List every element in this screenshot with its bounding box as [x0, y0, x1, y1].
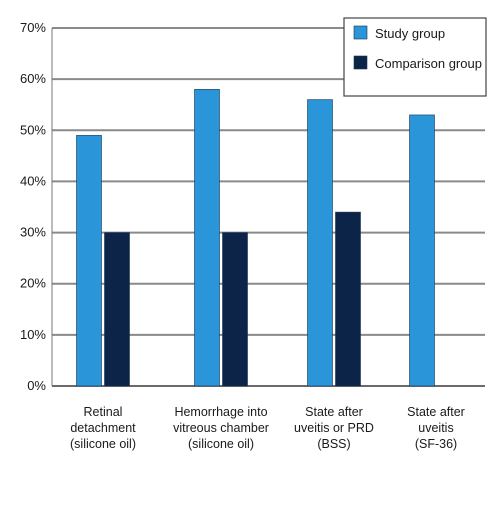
- x-category-label: State after uveitis (SF-36): [407, 405, 465, 451]
- bar-study: [194, 89, 220, 387]
- legend-label: Comparison group: [375, 56, 482, 71]
- x-category-label: Hemorrhage into vitreous chamber (silicone…: [173, 405, 269, 451]
- y-tick-label: 60%: [20, 71, 46, 86]
- x-category-label-line: (SF-36): [415, 437, 457, 451]
- x-category-label-line: (BSS): [317, 437, 350, 451]
- x-category-label: State after uveitis or PRD (BSS): [294, 405, 374, 451]
- x-category-label-line: Hemorrhage into: [174, 405, 267, 419]
- bar-study: [76, 135, 102, 387]
- x-category-label-line: (silicone oil): [70, 437, 136, 451]
- x-category-label-line: Retinal: [84, 405, 123, 419]
- y-tick-label: 10%: [20, 327, 46, 342]
- legend-label: Study group: [375, 26, 445, 41]
- y-tick-label: 20%: [20, 276, 46, 291]
- x-category-label: Retinal detachment (silicone oil): [70, 405, 136, 451]
- x-category-label-line: uveitis or PRD: [294, 421, 374, 435]
- y-tick-label: 70%: [20, 20, 46, 35]
- y-tick-label: 0%: [27, 378, 46, 393]
- bar-comparison: [222, 232, 248, 387]
- legend-swatch: [353, 25, 368, 40]
- x-category-label-line: vitreous chamber: [173, 421, 269, 435]
- legend-box: [343, 17, 487, 97]
- bar-comparison: [335, 211, 361, 387]
- bar-comparison: [104, 232, 130, 387]
- x-category-label-line: (silicone oil): [188, 437, 254, 451]
- y-tick-label: 50%: [20, 122, 46, 137]
- legend-swatch: [353, 55, 368, 70]
- x-category-label-line: uveitis: [418, 421, 453, 435]
- x-category-label-line: State after: [305, 405, 363, 419]
- y-tick-label: 30%: [20, 225, 46, 240]
- x-category-label-line: State after: [407, 405, 465, 419]
- x-category-label-line: detachment: [70, 421, 136, 435]
- bar-study: [409, 114, 435, 387]
- y-tick-label: 40%: [20, 173, 46, 188]
- bar-study: [307, 99, 333, 387]
